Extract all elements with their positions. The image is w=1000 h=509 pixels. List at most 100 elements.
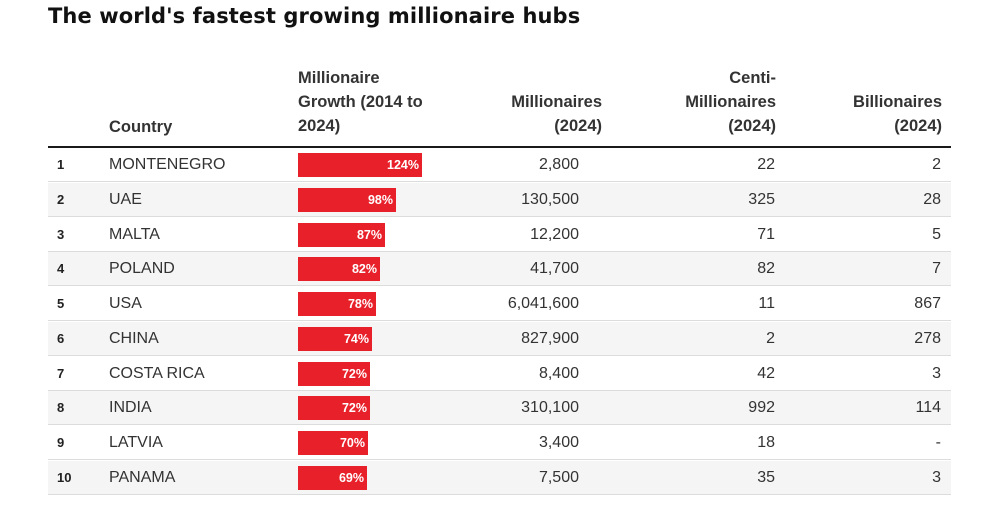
centi-millionaires-cell: 2 [766, 329, 775, 347]
header-centi-line-1: Centi- [729, 69, 776, 87]
centi-millionaires-cell: 325 [748, 190, 775, 208]
header-centi-millionaires: Centi- Millionaires (2024) [685, 66, 776, 138]
table-row: 4 POLAND 82% 41,700 82 7 [48, 252, 951, 287]
chart-title: The world's fastest growing millionaire … [48, 4, 581, 28]
billionaires-cell: 114 [915, 399, 941, 417]
country-cell: MONTENEGRO [109, 156, 226, 173]
growth-bar-label: 124% [387, 158, 419, 172]
header-growth-line-2: Growth (2014 to [298, 93, 423, 111]
rank-cell: 2 [57, 191, 65, 207]
growth-bar: 124% [298, 153, 422, 177]
growth-bar-label: 70% [339, 436, 365, 450]
header-rule [48, 146, 951, 148]
growth-bar-track: 69% [298, 465, 498, 490]
header-centi-line-3: (2024) [728, 117, 776, 135]
header-country-label: Country [109, 118, 173, 136]
header-growth: Millionaire Growth (2014 to 2024) [298, 66, 468, 138]
table-row: 1 MONTENEGRO 124% 2,800 22 2 [48, 148, 951, 182]
centi-millionaires-cell: 42 [757, 364, 775, 382]
header-billionaires-line-2: (2024) [894, 117, 942, 135]
millionaires-cell: 827,900 [521, 329, 579, 347]
growth-bar-track: 72% [298, 361, 498, 386]
header-billionaires-line-1: Billionaires [853, 93, 942, 111]
millionaires-cell: 2,800 [538, 156, 579, 173]
growth-bar: 87% [298, 222, 385, 247]
growth-bar: 82% [298, 257, 380, 282]
centi-millionaires-cell: 992 [748, 399, 775, 417]
growth-bar-label: 98% [367, 192, 393, 207]
rank-cell: 9 [57, 435, 65, 450]
centi-millionaires-cell: 82 [757, 260, 775, 278]
growth-bar-track: 87% [298, 222, 498, 247]
centi-millionaires-cell: 18 [757, 434, 775, 451]
growth-bar-label: 72% [341, 401, 367, 416]
country-cell: POLAND [109, 260, 175, 278]
growth-bar: 78% [298, 292, 376, 316]
rank-cell: 3 [57, 226, 65, 242]
millionaires-cell: 3,400 [538, 434, 579, 451]
centi-millionaires-cell: 11 [758, 295, 775, 312]
growth-bar-label: 78% [347, 297, 373, 311]
millionaires-cell: 130,500 [521, 190, 579, 208]
rank-cell: 10 [57, 469, 72, 485]
country-cell: COSTA RICA [109, 364, 205, 382]
rank-cell: 7 [57, 365, 65, 381]
growth-bar: 72% [298, 361, 370, 386]
growth-bar-track: 74% [298, 326, 498, 351]
country-cell: INDIA [109, 399, 152, 417]
billionaires-cell: 28 [923, 190, 941, 208]
header-centi-line-2: Millionaires [685, 93, 776, 111]
billionaires-cell: 278 [914, 329, 941, 347]
table-row: 5 USA 78% 6,041,600 11 867 [48, 287, 951, 321]
millionaires-cell: 7,500 [538, 468, 579, 486]
centi-millionaires-cell: 35 [757, 468, 775, 486]
millionaires-cell: 6,041,600 [507, 295, 579, 312]
country-cell: LATVIA [109, 434, 163, 451]
growth-bar-label: 74% [343, 331, 369, 346]
country-cell: USA [109, 295, 142, 312]
table-row: 7 COSTA RICA 72% 8,400 42 3 [48, 357, 951, 391]
billionaires-cell: 2 [932, 156, 941, 173]
growth-bar-track: 70% [298, 431, 498, 455]
header-growth-line-3: 2024) [298, 117, 341, 135]
billionaires-cell: 867 [914, 295, 941, 312]
centi-millionaires-cell: 71 [757, 225, 775, 243]
country-cell: PANAMA [109, 468, 176, 486]
growth-bar: 72% [298, 396, 370, 421]
growth-bar-track: 98% [298, 187, 498, 212]
billionaires-cell: - [935, 434, 941, 451]
millionaires-cell: 310,100 [521, 399, 579, 417]
growth-bar-track: 82% [298, 257, 498, 282]
header-billionaires: Billionaires (2024) [853, 90, 942, 138]
rank-cell: 5 [57, 296, 65, 311]
table-row: 6 CHINA 74% 827,900 2 278 [48, 321, 951, 356]
rank-cell: 6 [57, 330, 65, 346]
growth-bar-track: 72% [298, 396, 498, 421]
table-row: 8 INDIA 72% 310,100 992 114 [48, 391, 951, 426]
table-row: 9 LATVIA 70% 3,400 18 - [48, 426, 951, 460]
table-row: 10 PANAMA 69% 7,500 35 3 [48, 460, 951, 495]
growth-bar: 70% [298, 431, 368, 455]
growth-bar-label: 69% [338, 470, 364, 485]
country-cell: UAE [109, 190, 142, 208]
rank-cell: 8 [57, 400, 65, 416]
growth-bar: 74% [298, 326, 372, 351]
growth-bar: 98% [298, 187, 396, 212]
header-millionaires: Millionaires (2024) [511, 90, 602, 138]
billionaires-cell: 3 [932, 468, 941, 486]
header-millionaires-line-2: (2024) [554, 117, 602, 135]
rank-cell: 1 [57, 157, 65, 172]
centi-millionaires-cell: 22 [757, 156, 775, 173]
millionaires-cell: 12,200 [530, 225, 579, 243]
growth-bar-label: 72% [341, 366, 367, 381]
rank-cell: 4 [57, 261, 65, 277]
growth-bar: 69% [298, 465, 367, 490]
growth-bar-track: 78% [298, 292, 498, 316]
header-growth-line-1: Millionaire [298, 69, 380, 87]
billionaires-cell: 7 [932, 260, 941, 278]
table-row: 2 UAE 98% 130,500 325 28 [48, 182, 951, 217]
header-millionaires-line-1: Millionaires [511, 93, 602, 111]
country-cell: MALTA [109, 225, 160, 243]
table-row: 3 MALTA 87% 12,200 71 5 [48, 218, 951, 252]
billionaires-cell: 3 [932, 364, 941, 382]
